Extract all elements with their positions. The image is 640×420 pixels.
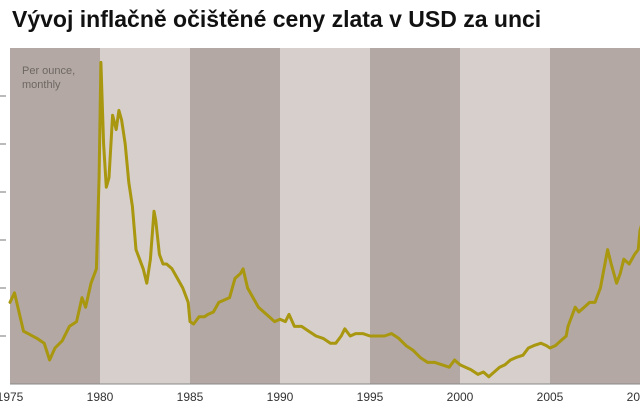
- chart-title: Vývoj inflačně očištěné ceny zlata v USD…: [12, 6, 542, 32]
- x-tick-label: 1990: [267, 390, 294, 404]
- period-band-1985: [190, 48, 280, 384]
- period-band-2005: [550, 48, 640, 384]
- x-tick-label: 1985: [177, 390, 204, 404]
- y-axis-ticks: [0, 95, 6, 337]
- annotation-line-1: Per ounce,: [22, 65, 75, 77]
- x-tick-label: 1975: [0, 390, 24, 404]
- period-band-1980: [100, 48, 190, 384]
- x-axis-ticks: 1975 1980 1985 1990 1995 2000 2005 2010: [0, 390, 640, 404]
- period-bands: [10, 48, 640, 384]
- series-line: [8, 60, 640, 379]
- x-tick-label: 2005: [537, 390, 564, 404]
- period-band-1995: [370, 48, 460, 384]
- period-band-1990: [280, 48, 370, 384]
- annotation-line-2: monthly: [22, 79, 61, 91]
- period-band-2000: [460, 48, 550, 384]
- x-tick-label: 2010: [627, 390, 640, 404]
- x-tick-label: 1995: [357, 390, 384, 404]
- period-band-1975: [10, 48, 100, 384]
- x-tick-label: 2000: [447, 390, 474, 404]
- x-tick-label: 1980: [87, 390, 114, 404]
